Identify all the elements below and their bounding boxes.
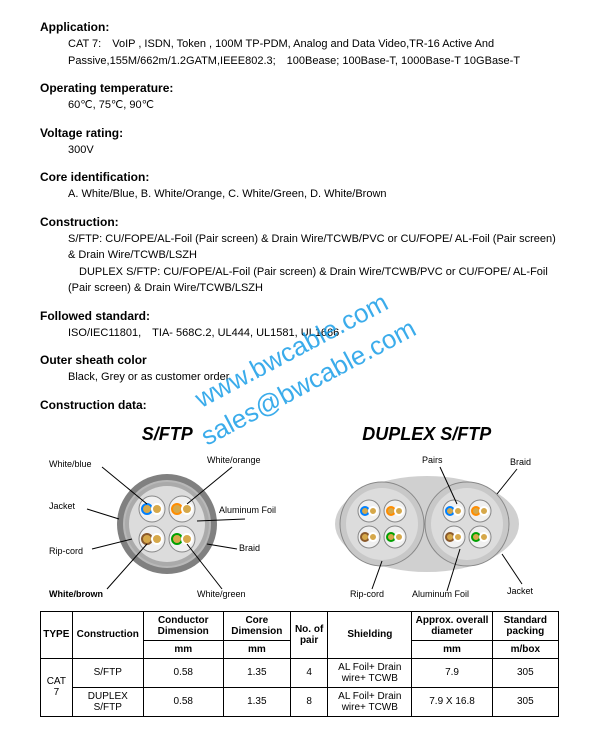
cell-shield2: AL Foil+ Drain wire+ TCWB: [328, 687, 412, 716]
voltage-heading: Voltage rating:: [40, 126, 559, 140]
label-white-orange: White/orange: [207, 455, 261, 465]
cell-diam2: 7.9 X 16.8: [412, 687, 492, 716]
sheath-body: Black, Grey or as customer order: [68, 369, 559, 386]
table-row: DUPLEX S/FTP 0.58 1.35 8 AL Foil+ Drain …: [41, 687, 559, 716]
cell-core2: 1.35: [223, 687, 290, 716]
sftp-svg: White/blue White/orange Jacket Aluminum …: [47, 449, 287, 599]
core-id-body: A. White/Blue, B. White/Orange, C. White…: [68, 186, 559, 203]
voltage-body: 300V: [68, 142, 559, 159]
th-diameter: Approx. overall diameter: [412, 611, 492, 640]
th-shielding: Shielding: [328, 611, 412, 658]
voltage-section: Voltage rating: 300V: [40, 126, 559, 159]
cell-type: CAT 7: [41, 658, 73, 716]
duplex-diagram: DUPLEX S/FTP Pairs Braid: [302, 424, 552, 599]
operating-temp-heading: Operating temperature:: [40, 81, 559, 95]
label-braid2: Braid: [510, 457, 531, 467]
sheath-heading: Outer sheath color: [40, 353, 559, 367]
label-rip-cord: Rip-cord: [49, 546, 83, 556]
application-section: Application: CAT 7: VoIP , ISDN, Token ,…: [40, 20, 559, 69]
diagram-row: S/FTP White/blue White/orange Jacket Alu…: [40, 424, 559, 599]
sftp-title: S/FTP: [47, 424, 287, 445]
th-mm1: mm: [143, 640, 223, 658]
application-body: CAT 7: VoIP , ISDN, Token , 100M TP-PDM,…: [68, 36, 559, 69]
label-al-foil: Aluminum Foil: [219, 505, 276, 515]
construction-heading: Construction:: [40, 215, 559, 229]
cell-pairs: 4: [291, 658, 328, 687]
th-mm3: mm: [412, 640, 492, 658]
watermark-line1: www.bwcable.com: [190, 287, 393, 414]
construction-body: S/FTP: CU/FOPE/AL-Foil (Pair screen) & D…: [68, 231, 559, 297]
cell-core: 1.35: [223, 658, 290, 687]
operating-temp-section: Operating temperature: 60℃, 75℃, 90℃: [40, 81, 559, 114]
construction-data-heading: Construction data:: [40, 398, 559, 412]
th-conductor: Conductor Dimension: [143, 611, 223, 640]
table-header-row: TYPE Construction Conductor Dimension Co…: [41, 611, 559, 640]
standard-heading: Followed standard:: [40, 309, 559, 323]
label-white-blue: White/blue: [49, 459, 92, 469]
label-jacket: Jacket: [49, 501, 76, 511]
label-ripcord2: Rip-cord: [350, 589, 384, 599]
label-braid: Braid: [239, 543, 260, 553]
label-white-brown: White/brown: [49, 589, 103, 599]
label-pairs: Pairs: [422, 455, 443, 465]
th-pairs: No. of pair: [291, 611, 328, 658]
sftp-diagram: S/FTP White/blue White/orange Jacket Alu…: [47, 424, 287, 599]
th-core: Core Dimension: [223, 611, 290, 640]
cell-pairs2: 8: [291, 687, 328, 716]
standard-section: Followed standard: ISO/IEC11801, TIA- 56…: [40, 309, 559, 342]
cell-pack2: 305: [492, 687, 558, 716]
cell-cond2: 0.58: [143, 687, 223, 716]
standard-body: ISO/IEC11801, TIA- 568C.2, UL444, UL1581…: [68, 325, 559, 342]
th-construction: Construction: [72, 611, 143, 658]
operating-temp-body: 60℃, 75℃, 90℃: [68, 97, 559, 114]
construction-data-section: Construction data:: [40, 398, 559, 412]
cell-diam: 7.9: [412, 658, 492, 687]
label-white-green: White/green: [197, 589, 246, 599]
duplex-svg: Pairs Braid Rip-cord Aluminum Foil Jacke…: [302, 449, 552, 599]
core-id-section: Core identification: A. White/Blue, B. W…: [40, 170, 559, 203]
spec-table: TYPE Construction Conductor Dimension Co…: [40, 611, 559, 717]
cell-shield: AL Foil+ Drain wire+ TCWB: [328, 658, 412, 687]
cell-cond: 0.58: [143, 658, 223, 687]
label-alfoil2: Aluminum Foil: [412, 589, 469, 599]
sheath-section: Outer sheath color Black, Grey or as cus…: [40, 353, 559, 386]
cell-pack: 305: [492, 658, 558, 687]
application-heading: Application:: [40, 20, 559, 34]
th-mbox: m/box: [492, 640, 558, 658]
label-jacket2: Jacket: [507, 586, 534, 596]
cell-constr: S/FTP: [72, 658, 143, 687]
th-mm2: mm: [223, 640, 290, 658]
th-packing: Standard packing: [492, 611, 558, 640]
th-type: TYPE: [41, 611, 73, 658]
construction-section: Construction: S/FTP: CU/FOPE/AL-Foil (Pa…: [40, 215, 559, 297]
duplex-title: DUPLEX S/FTP: [302, 424, 552, 445]
cell-constr2: DUPLEX S/FTP: [72, 687, 143, 716]
core-id-heading: Core identification:: [40, 170, 559, 184]
table-row: CAT 7 S/FTP 0.58 1.35 4 AL Foil+ Drain w…: [41, 658, 559, 687]
